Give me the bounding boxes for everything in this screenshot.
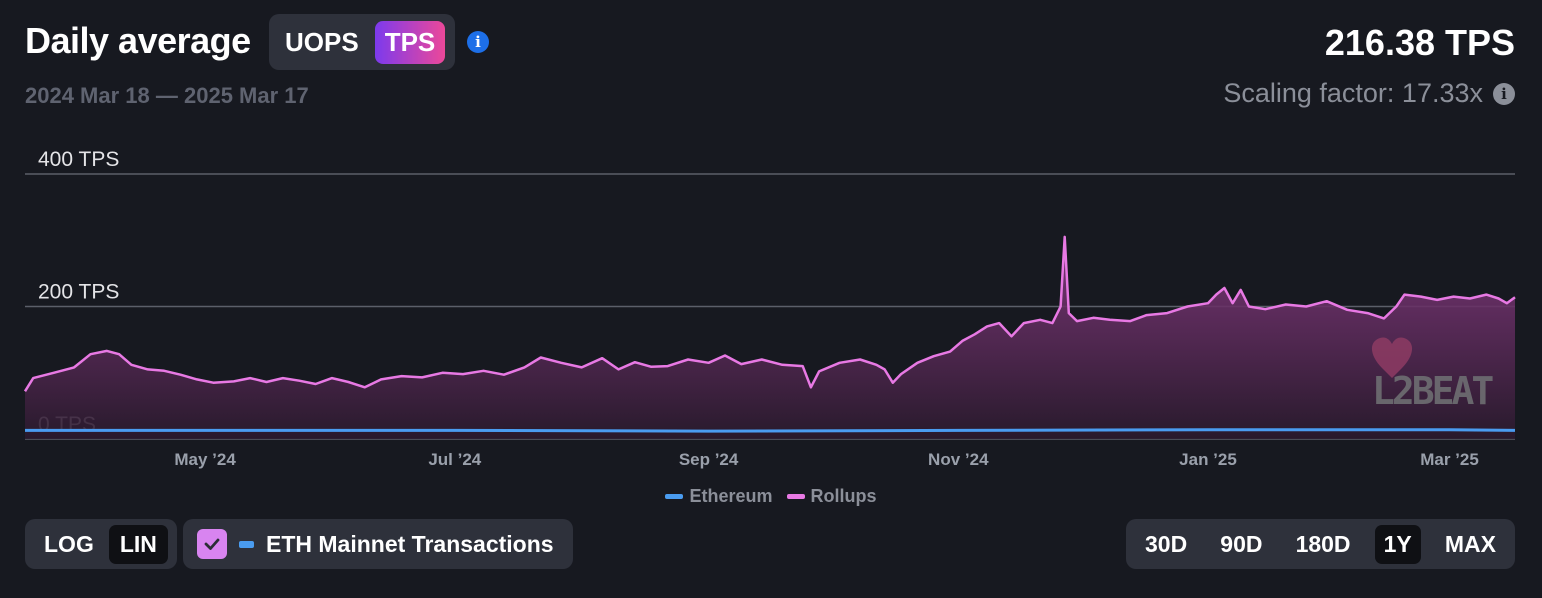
rollups-line[interactable]: [23, 235, 1516, 392]
ethereum-swatch: [239, 540, 254, 548]
x-tick-label: Jul ’24: [428, 450, 481, 469]
eth-mainnet-toggle[interactable]: ETH Mainnet Transactions: [183, 519, 573, 569]
eth-mainnet-checkbox[interactable]: [197, 529, 227, 559]
legend-label: Ethereum: [689, 486, 773, 506]
y-tick-label: 400 TPS: [38, 148, 119, 171]
heart-icon: [1371, 337, 1413, 378]
range-max-button[interactable]: MAX: [1444, 530, 1496, 557]
metric-toggle: UOPS TPS: [269, 14, 455, 70]
range-180d-button[interactable]: 180D: [1295, 530, 1351, 557]
x-tick-label: Jan ’25: [1179, 450, 1237, 469]
metric-tps-button[interactable]: TPS: [374, 20, 446, 64]
legend-label: Rollups: [810, 486, 877, 506]
scale-log-button[interactable]: LOG: [44, 530, 94, 557]
chart-legend: Ethereum Rollups: [0, 486, 1542, 507]
legend-item-rollups[interactable]: Rollups: [786, 486, 877, 507]
x-axis-ticks: May ’24 Jul ’24 Sep ’24 Nov ’24 Jan ’25 Mar ’…: [174, 450, 1478, 469]
metric-uops-button[interactable]: UOPS: [285, 26, 359, 57]
x-tick-label: Sep ’24: [679, 450, 739, 469]
x-tick-label: Nov ’24: [928, 450, 989, 469]
scale-toggle: LOG LIN: [25, 519, 177, 569]
current-value: 216.38 TPS: [1324, 22, 1515, 63]
x-tick-label: Mar ’25: [1420, 450, 1479, 469]
scale-lin-button[interactable]: LIN: [108, 524, 168, 564]
chart-title: Daily average: [25, 20, 251, 61]
scaling-factor: Scaling factor: 17.33x i: [1223, 78, 1515, 109]
y-tick-label: 200 TPS: [38, 281, 119, 304]
time-range-toggle: 30D 90D 180D 1Y MAX: [1126, 519, 1515, 569]
info-icon[interactable]: i: [467, 31, 489, 53]
l2beat-logo: L2BEAT: [1371, 337, 1496, 413]
eth-mainnet-label: ETH Mainnet Transactions: [266, 530, 554, 557]
date-range: 2024 Mar 18 — 2025 Mar 17: [25, 83, 309, 108]
legend-item-ethereum[interactable]: Ethereum: [665, 486, 773, 507]
scaling-factor-label: Scaling factor: 17.33x: [1223, 78, 1483, 108]
range-90d-button[interactable]: 90D: [1220, 530, 1263, 557]
range-1y-button[interactable]: 1Y: [1374, 524, 1421, 564]
info-icon[interactable]: i: [1493, 82, 1515, 105]
rollups-swatch: [786, 494, 805, 499]
ethereum-swatch: [665, 494, 684, 499]
x-tick-label: May ’24: [174, 450, 236, 469]
l2beat-wordmark: L2BEAT: [1372, 369, 1493, 413]
ethereum-line[interactable]: [25, 428, 1516, 433]
rollups-area: [25, 236, 1515, 439]
range-30d-button[interactable]: 30D: [1145, 530, 1188, 557]
checkmark-icon: [204, 538, 220, 550]
